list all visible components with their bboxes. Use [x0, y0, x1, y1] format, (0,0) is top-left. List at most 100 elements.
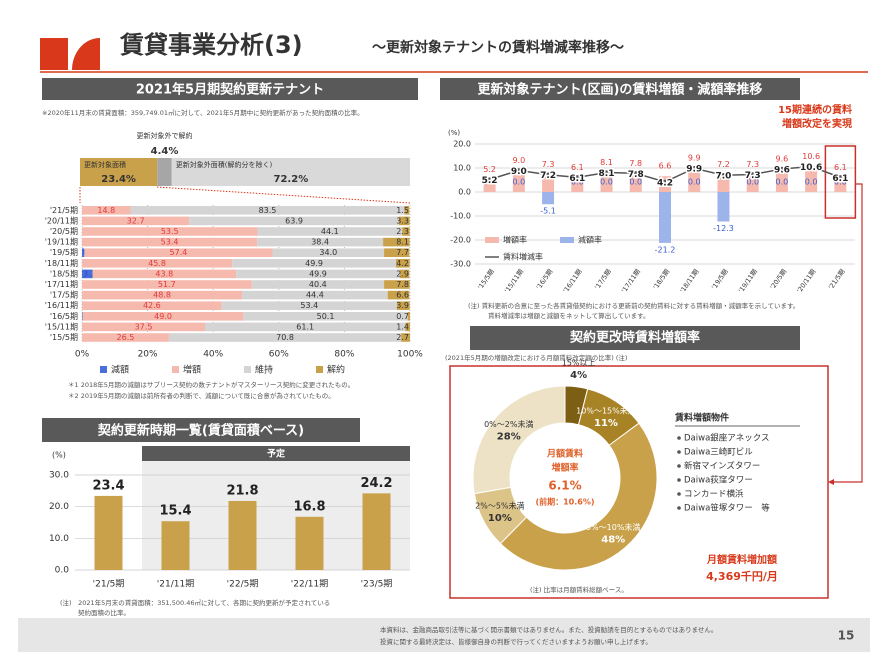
line-marker [545, 172, 551, 177]
line-marker [721, 173, 726, 178]
section-title: 更新対象テナント(区画)の賃料増額・減額率推移 [478, 82, 763, 98]
y-tick-label: '18/5期 [50, 269, 78, 278]
bar-segment [82, 290, 243, 300]
share-segment [80, 158, 158, 186]
value-label: 2.7 [396, 333, 409, 342]
bar [571, 177, 584, 192]
bar-segment [257, 237, 384, 247]
value-label: 8.1 [600, 158, 613, 167]
y-tick-label: -20.0 [450, 236, 471, 245]
y-tick-label: 0.0 [458, 188, 471, 197]
value-label: 49.0 [154, 312, 172, 321]
value-label: 44.4 [306, 291, 324, 300]
value-label: 61.1 [296, 322, 314, 331]
value-label: 1.4 [396, 322, 409, 331]
bar [483, 179, 496, 192]
forecast-header [142, 446, 410, 461]
bar-segment [82, 216, 190, 226]
value-label: 48.8 [153, 291, 171, 300]
bar [542, 192, 555, 205]
note: ※2020年11月末の賃貸面積：359,749.01㎡に対して、2021年5月期… [42, 108, 364, 117]
value-label: 7.8 [628, 170, 644, 180]
note: (注) 2021年5月末の賃貸面積：351,500.46㎡に対して、各期に契約更… [60, 598, 330, 607]
center-text: 増額率 [551, 462, 578, 474]
value-label: 7.3 [542, 160, 555, 169]
value-label: 4.2 [657, 178, 673, 188]
bullet [677, 450, 681, 454]
bar-segment [251, 280, 385, 289]
share-segment [171, 158, 410, 186]
share-segment [157, 158, 172, 186]
x-tick-label: '21/5期 [827, 267, 847, 291]
slice-label: 2%～5%未満 [475, 501, 524, 511]
value-label: 14.8 [97, 206, 115, 215]
bar-segment [407, 312, 410, 321]
bar-segment [82, 237, 258, 247]
bullet [677, 478, 681, 482]
x-tick-label: '16/5期 [535, 267, 555, 291]
logo-block [40, 38, 68, 70]
footnote: ＊1 2018年5月期の減額はサブリース契約の数テナントがマスターリース契約に変… [68, 380, 354, 389]
section-title: 2021年5月期契約更新テナント [136, 82, 324, 98]
value-label: 2.9 [396, 269, 409, 278]
value-label: 51.7 [158, 280, 176, 289]
x-tick-label: '18/11期 [678, 267, 700, 294]
value-label: 7.7 [396, 248, 409, 257]
value-label: 2.3 [396, 227, 409, 236]
x-tick-label: '20/5期 [769, 267, 789, 291]
value-label: 9.0 [512, 156, 525, 165]
line-marker [692, 166, 697, 171]
legend-swatch [485, 237, 499, 243]
y-tick-label: 10.0 [453, 164, 471, 173]
x-tick-label: 40% [203, 350, 223, 360]
bar-segment [189, 216, 399, 226]
value-label: 0.0 [805, 178, 818, 187]
arrow-head [828, 479, 834, 485]
center-text: 6.1% [548, 479, 581, 493]
y-tick-label: '19/11期 [45, 238, 78, 247]
bar [688, 168, 701, 192]
bar [834, 177, 847, 192]
footnote: ＊2 2019年5月期の減額は前所有者の判断で、減額について既に合意が為されてい… [68, 391, 335, 400]
x-tick-label: '19/5期 [710, 267, 730, 291]
bar [805, 166, 818, 192]
y-tick-label: '19/5期 [50, 248, 78, 257]
share-value: 23.4% [101, 174, 136, 185]
list-item: 新宿マインズタワー [684, 461, 760, 472]
bar-segment [384, 280, 410, 289]
value-label: 42.6 [143, 301, 161, 310]
donut-slice [472, 385, 566, 495]
donut-slice [499, 422, 658, 571]
legend-swatch [172, 366, 179, 373]
bar [542, 174, 555, 192]
center-text: (前期：10.6%) [535, 497, 594, 507]
value-label: 50.1 [317, 312, 335, 321]
value-label: 0.0 [571, 178, 584, 187]
value-label: -5.1 [540, 207, 556, 216]
bar [362, 493, 391, 570]
value-label: 7.2 [540, 171, 556, 181]
bar-segment [396, 301, 410, 310]
x-tick-label: 60% [269, 350, 289, 360]
line-marker [516, 168, 522, 173]
value-label: 0.0 [512, 178, 525, 187]
legend-label: 減額 [111, 364, 129, 376]
bar-segment [272, 248, 385, 257]
y-tick-label: 20.0 [49, 502, 69, 512]
value-label: 40.4 [309, 280, 327, 289]
value-label: 21.8 [226, 483, 258, 498]
value-label: 0.0 [688, 178, 701, 187]
legend-label: 増額 [183, 364, 201, 376]
bar-segment [401, 333, 410, 342]
share-label: 更新対象面積 [84, 160, 126, 169]
value-label: 37.5 [135, 322, 153, 331]
section-header [42, 418, 360, 442]
x-tick-label: '21/5期 [93, 579, 125, 590]
y-tick-label: '20/5期 [50, 227, 78, 236]
value-label: 49.9 [309, 269, 327, 278]
value-label: 26.5 [117, 333, 135, 342]
bar-segment [387, 290, 410, 300]
subtitle: (2021年5月期の増額改定における月額賃料改定額の比率) (注) [445, 353, 627, 362]
y-tick-label: 30.0 [49, 471, 69, 481]
